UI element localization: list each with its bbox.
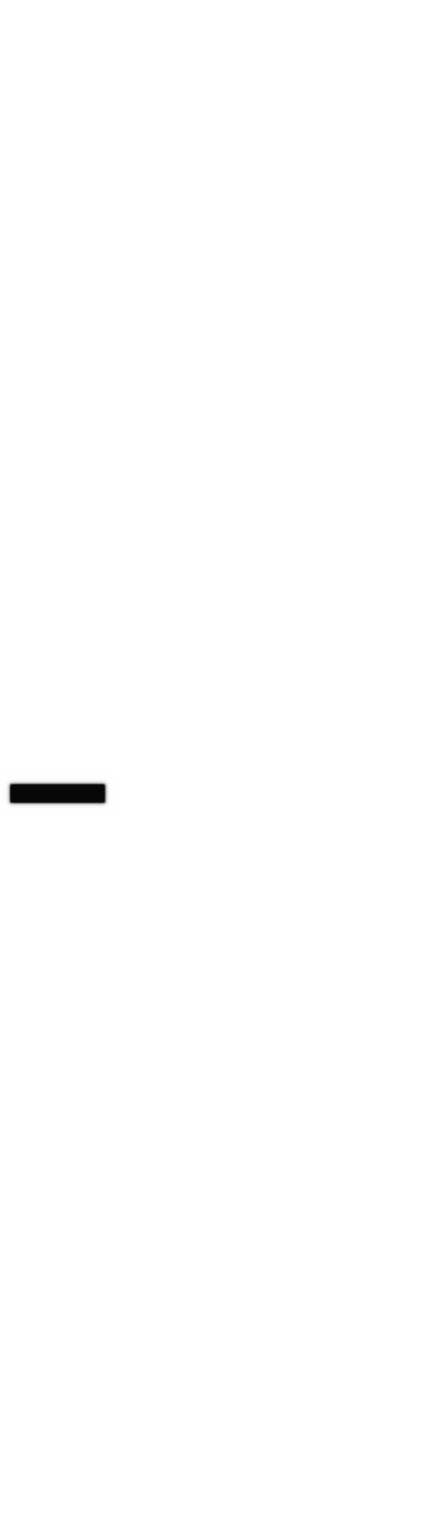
Text: 33: 33 [274,1035,316,1069]
Text: 28: 28 [274,1105,316,1138]
Text: 195: 195 [274,143,338,176]
Text: 96: 96 [274,508,316,541]
Text: 142: 142 [274,325,337,359]
Text: 71: 71 [274,686,316,719]
Text: 48: 48 [274,868,316,901]
